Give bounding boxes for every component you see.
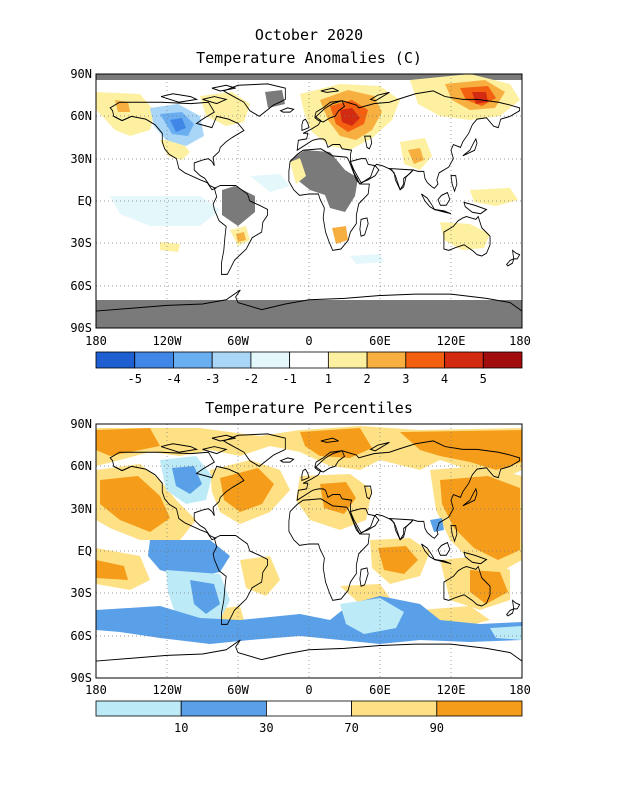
anomaly-map-frame: [95, 73, 523, 329]
legend-label: 5: [480, 372, 487, 386]
anomaly-lon-axis: 180 120W 60W 0 60E 120E 180: [85, 334, 531, 348]
lat-label: EQ: [78, 544, 92, 558]
legend-swatch: [444, 351, 484, 369]
lat-label: 60S: [70, 629, 92, 643]
legend-swatch: [250, 351, 291, 369]
nodata-amazon: [222, 186, 255, 226]
nodata-greenland: [265, 90, 285, 108]
lat-label: 60N: [70, 459, 92, 473]
legend-swatch: [351, 700, 438, 717]
legend-swatch: [173, 351, 213, 369]
percentile-map-frame: [95, 423, 523, 679]
lon-label: 60E: [369, 683, 391, 697]
lon-label: 60E: [369, 334, 391, 348]
legend-swatch: [327, 351, 368, 369]
legend-label: -4: [166, 372, 180, 386]
percentile-gridlines: [96, 424, 522, 678]
lon-label: 180: [85, 334, 107, 348]
lon-label: 60W: [227, 683, 249, 697]
legend-label: -3: [205, 372, 219, 386]
legend-label: 3: [402, 372, 409, 386]
panel-title-percentiles: Temperature Percentiles: [205, 399, 413, 417]
lat-label: 90N: [70, 417, 92, 431]
legend-label: 90: [430, 721, 444, 735]
nodata-sahara: [290, 150, 358, 212]
legend-swatch: [289, 351, 329, 369]
legend-label: -1: [282, 372, 296, 386]
lon-label: 120E: [437, 683, 466, 697]
anomaly-color-legend: -5 -4 -3 -2 -1 1 2 3 4 5: [95, 351, 523, 386]
legend-label: 30: [259, 721, 273, 735]
anomaly-lat-axis: 90N 60N 30N EQ 30S 60S 90S: [70, 67, 92, 335]
lat-label: 30N: [70, 502, 92, 516]
percentile-map: [95, 423, 523, 679]
lat-label: 30S: [70, 236, 92, 250]
legend-swatch: [134, 351, 174, 369]
legend-swatch: [211, 351, 252, 369]
percentile-lat-axis: 90N 60N 30N EQ 30S 60S 90S: [70, 417, 92, 685]
legend-swatch: [95, 351, 136, 369]
nodata-arctic: [96, 74, 522, 80]
legend-label: 2: [363, 372, 370, 386]
percentile-lon-axis: 180 120W 60W 0 60E 120E 180: [85, 683, 531, 697]
cold-anomaly-areas: [110, 104, 384, 264]
legend-label: 10: [174, 721, 188, 735]
panel-title-anomalies: Temperature Anomalies (C): [196, 49, 422, 67]
lat-label: 60S: [70, 279, 92, 293]
lat-label: 30S: [70, 586, 92, 600]
legend-swatch: [482, 351, 523, 369]
legend-label: 70: [344, 721, 358, 735]
legend-label: 1: [325, 372, 332, 386]
lon-label: 180: [85, 683, 107, 697]
lon-label: 0: [305, 683, 312, 697]
legend-swatch: [180, 700, 267, 717]
lon-label: 180: [509, 683, 531, 697]
legend-swatch: [436, 700, 523, 717]
anomaly-map: [95, 73, 523, 329]
legend-label: -2: [244, 372, 258, 386]
anomaly-gridlines: [96, 74, 522, 328]
legend-swatch: [265, 700, 352, 717]
lon-label: 180: [509, 334, 531, 348]
lon-label: 120W: [153, 683, 183, 697]
legend-label: 4: [441, 372, 448, 386]
lon-label: 0: [305, 334, 312, 348]
lat-label: 30N: [70, 152, 92, 166]
lat-label: EQ: [78, 194, 92, 208]
legend-label: -5: [128, 372, 142, 386]
lat-label: 60N: [70, 109, 92, 123]
lat-label: 90N: [70, 67, 92, 81]
lon-label: 120W: [153, 334, 183, 348]
lon-label: 120E: [437, 334, 466, 348]
percentile-color-legend: 10 30 70 90: [95, 700, 523, 735]
lat-label: 90S: [70, 321, 92, 335]
legend-swatch: [95, 700, 182, 717]
page-title: October 2020: [255, 26, 363, 44]
legend-swatch: [405, 351, 445, 369]
legend-swatch: [366, 351, 407, 369]
lat-label: 90S: [70, 671, 92, 685]
lon-label: 60W: [227, 334, 249, 348]
